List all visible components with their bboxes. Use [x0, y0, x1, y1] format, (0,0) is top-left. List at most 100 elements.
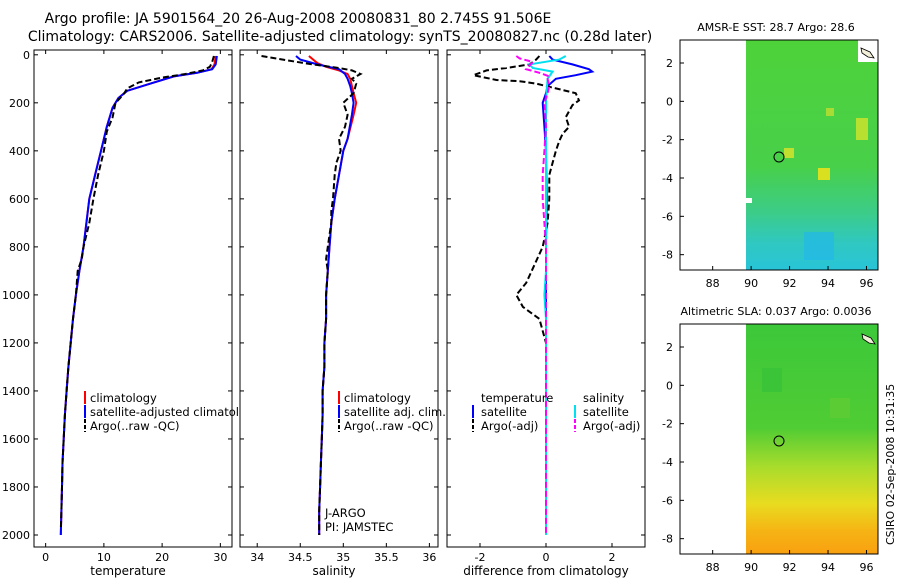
sst-map-panel: AMSR-E SST: 28.7 Argo: 28.6 88 90 92 94 96 2 0…	[662, 21, 879, 290]
argo-location-marker	[773, 151, 785, 163]
y-tick-label: 2000	[2, 529, 30, 542]
temperature-axes-box	[33, 49, 233, 548]
map-x-tick-label: 92	[783, 277, 797, 290]
x-tick-label: 20	[155, 551, 169, 564]
y-tick-label: 1800	[2, 481, 30, 494]
legend-label-argo: Argo(..raw -QC)	[90, 419, 180, 433]
sst-map-border	[679, 39, 879, 271]
map-y-tick-label: -4	[662, 172, 673, 185]
x-tick-label: 10	[97, 551, 111, 564]
salinity-xlabel: salinity	[312, 564, 355, 578]
legend-label-climatology: climatology	[90, 391, 157, 405]
legend-header-temperature: temperature	[481, 391, 553, 405]
y-tick-label: 600	[9, 193, 30, 206]
sla-map-panel: Altimetric SLA: 0.037 Argo: 0.0036 88 90 9…	[662, 305, 879, 574]
difference-xlabel: difference from climatology	[463, 564, 629, 578]
map-x-tick-label: 88	[706, 561, 720, 574]
temperature-legend: climatology satellite-adjusted climatolo…	[84, 391, 260, 433]
map-y-tick-label: -8	[662, 249, 673, 262]
map-y-tick-label: -2	[662, 418, 673, 431]
sla-field	[746, 324, 878, 554]
map-y-tick-label: 2	[666, 341, 673, 354]
y-tick-label: 200	[9, 97, 30, 110]
legend-label-temp-satellite: satellite	[481, 405, 527, 419]
figure-title-line2: Climatology: CARS2006. Satellite-adjuste…	[28, 29, 652, 45]
legend-label-sal-satellite: satellite	[583, 405, 629, 419]
map-x-tick-label: 90	[744, 277, 758, 290]
annotation-jargo: J-ARGO	[324, 506, 366, 520]
island-shape	[861, 333, 876, 345]
map-x-tick-label: 96	[859, 561, 873, 574]
x-tick-label: -2	[475, 551, 486, 564]
legend-label-sal-argo: Argo(-adj)	[583, 419, 640, 433]
x-tick-label: 0	[543, 551, 550, 564]
legend-label-satellite-adjusted: satellite-adjusted climatology	[90, 405, 260, 419]
map-y-tick-label: -6	[662, 210, 673, 223]
x-tick-label: 0	[42, 551, 49, 564]
series-temperature-satellite-adjusted-climatology	[59, 55, 218, 536]
sst-missing-data	[746, 198, 752, 203]
map-x-tick-label: 94	[821, 277, 835, 290]
csiro-stamp: CSIRO 02-Sep-2008 10:31:35	[884, 384, 897, 545]
x-tick-label: 35	[336, 551, 350, 564]
map-y-tick-label: 0	[666, 379, 673, 392]
map-y-tick-label: 2	[666, 57, 673, 70]
y-tick-label: 800	[9, 241, 30, 254]
difference-legend: temperature salinity satellite Argo(-adj…	[472, 391, 640, 433]
salinity-axes-box	[239, 49, 439, 548]
y-tick-label: 1400	[2, 385, 30, 398]
map-y-tick-label: 0	[666, 95, 673, 108]
map-x-tick-label: 94	[821, 561, 835, 574]
sst-warm-patch	[818, 168, 830, 180]
map-x-tick-label: 92	[783, 561, 797, 574]
sst-field-details	[746, 40, 878, 260]
series-salinity-argo-raw-qc-	[261, 55, 363, 535]
sla-map-border	[679, 323, 879, 555]
legend-label-argo: Argo(..raw -QC)	[344, 419, 434, 433]
sst-warm-patch	[826, 108, 834, 116]
argo-location-marker	[773, 435, 785, 447]
y-tick-label: 1200	[2, 337, 30, 350]
salinity-panel: 34 34.5 35 35.5 36 salinity climatology sate…	[239, 49, 446, 578]
map-y-tick-label: -4	[662, 456, 673, 469]
sla-low-patch	[762, 368, 782, 392]
series-temperature-argo-raw-qc-	[59, 55, 215, 531]
temperature-xlabel: temperature	[90, 564, 165, 578]
series-difference-temperature-argo-adj-	[469, 55, 581, 523]
sst-warm-patch	[784, 148, 794, 158]
x-tick-label: 35.5	[374, 551, 399, 564]
x-tick-label: 36	[422, 551, 436, 564]
map-x-tick-label: 90	[744, 561, 758, 574]
series-difference-salinity-argo-adj-	[515, 55, 551, 535]
y-tick-label: 1000	[2, 289, 30, 302]
x-tick-label: 30	[213, 551, 227, 564]
temperature-panel: 0 10 20 30 0 200 400 600 800 1000 1200 1400 1600 1800…	[2, 49, 260, 578]
sst-field	[746, 40, 878, 270]
legend-label-temp-argo: Argo(-adj)	[481, 419, 538, 433]
x-tick-label: 34.5	[288, 551, 313, 564]
difference-panel: -2 0 2 difference from climatology tempera…	[446, 49, 646, 578]
map-y-tick-label: -6	[662, 494, 673, 507]
sst-warm-patch	[856, 118, 868, 140]
map-x-tick-label: 88	[706, 277, 720, 290]
figure-title-line1: Argo profile: JA 5901564_20 26-Aug-2008 …	[45, 11, 552, 27]
annotation-pi: PI: JAMSTEC	[325, 520, 393, 534]
map-x-tick-label: 96	[859, 277, 873, 290]
map-y-tick-label: -2	[662, 134, 673, 147]
x-tick-label: 2	[609, 551, 616, 564]
sla-map-title: Altimetric SLA: 0.037 Argo: 0.0036	[680, 305, 871, 318]
map-y-tick-label: -8	[662, 533, 673, 546]
sla-field-details	[762, 333, 876, 418]
salinity-legend: climatology satellite adj. clim. Argo(..…	[338, 391, 446, 433]
sla-high-patch	[830, 398, 850, 418]
sst-map-title: AMSR-E SST: 28.7 Argo: 28.6	[697, 21, 855, 34]
island-shape	[860, 47, 875, 59]
legend-label-satellite-adj: satellite adj. clim.	[344, 405, 446, 419]
y-tick-label: 400	[9, 145, 30, 158]
y-tick-label: 0	[23, 49, 30, 62]
y-tick-label: 1600	[2, 433, 30, 446]
sst-cool-patch	[804, 232, 834, 260]
legend-label-climatology: climatology	[344, 391, 411, 405]
x-tick-label: 34	[250, 551, 264, 564]
